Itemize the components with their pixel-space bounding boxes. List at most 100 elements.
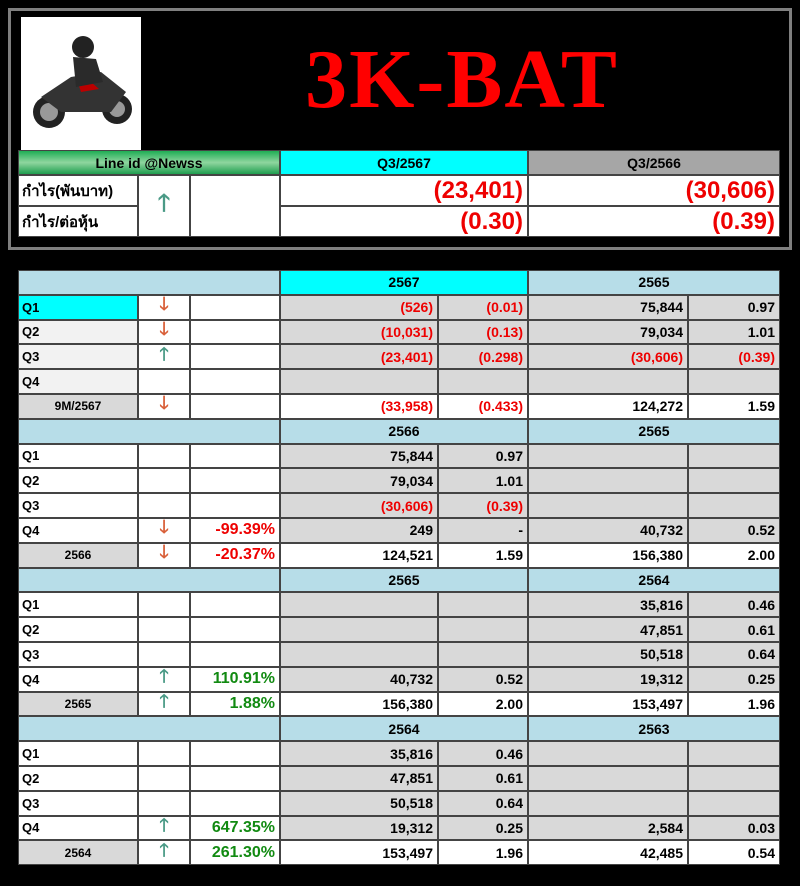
profit-value: 50,518 [528, 642, 688, 667]
percent-change: 261.30% [190, 840, 280, 866]
row-label: 9M/2567 [18, 394, 138, 419]
arrow-down-icon: 🡓 [138, 542, 190, 568]
section-header-blank [18, 716, 280, 742]
eps-value: 0.52 [438, 666, 528, 692]
eps-value: 2.00 [688, 542, 780, 568]
eps-value [438, 369, 528, 394]
empty-cell [138, 642, 190, 667]
eps-value [438, 592, 528, 618]
profit-value: 249 [280, 518, 438, 543]
profit-value [528, 790, 688, 816]
percent-change [190, 443, 280, 469]
section-year-header: 2567 [280, 270, 528, 295]
row-label: Q2 [18, 617, 138, 642]
row-label: 2565 [18, 691, 138, 717]
profit-value: 35,816 [280, 741, 438, 766]
row-label: Q2 [18, 766, 138, 791]
eps-value: 0.54 [688, 840, 780, 866]
section-year-header: 2565 [528, 270, 780, 295]
eps-value: 1.59 [688, 394, 780, 419]
percent-change [190, 617, 280, 642]
eps-value [438, 642, 528, 667]
profit-value [280, 592, 438, 618]
profit-value: (33,958) [280, 394, 438, 419]
percent-change: 1.88% [190, 691, 280, 717]
arrow-up-icon: 🡑 [138, 666, 190, 692]
profit-value: 75,844 [528, 294, 688, 320]
eps-value: 0.97 [438, 443, 528, 469]
percent-change [190, 642, 280, 667]
profit-value: 153,497 [280, 840, 438, 866]
percent-change [190, 294, 280, 320]
section-year-header: 2565 [528, 418, 780, 444]
profit-value: 79,034 [528, 319, 688, 345]
section-header-blank [18, 270, 280, 295]
percent-change [190, 344, 280, 370]
profit-value: (526) [280, 294, 438, 320]
arrow-down-icon: 🡓 [138, 518, 190, 543]
arrow-up-icon: 🡑 [138, 815, 190, 841]
row-label: Q3 [18, 493, 138, 518]
section-year-header: 2565 [280, 567, 528, 593]
summary-value: (23,401) [280, 175, 528, 206]
page-title: 3K-BAT [305, 33, 619, 126]
row-label: Q4 [18, 369, 138, 394]
eps-value: (0.298) [438, 344, 528, 370]
percent-change [190, 741, 280, 766]
row-label: Q3 [18, 642, 138, 667]
profit-value: 47,851 [528, 617, 688, 642]
percent-change: -20.37% [190, 542, 280, 568]
motorcycle-logo [21, 17, 141, 153]
eps-value: 0.64 [688, 642, 780, 667]
percent-change: 110.91% [190, 666, 280, 692]
eps-value: 1.01 [688, 319, 780, 345]
profit-value: (10,031) [280, 319, 438, 345]
percent-change [190, 468, 280, 494]
arrow-up-icon: 🡑 [138, 344, 190, 370]
eps-value: 2.00 [438, 691, 528, 717]
eps-value [688, 790, 780, 816]
profit-value: 19,312 [280, 815, 438, 841]
profit-value [528, 741, 688, 766]
row-label: Q1 [18, 294, 138, 320]
eps-value: (0.01) [438, 294, 528, 320]
profit-value: 35,816 [528, 592, 688, 618]
profit-value: 156,380 [528, 542, 688, 568]
percent-change [190, 493, 280, 518]
empty-cell [138, 617, 190, 642]
profit-value: (23,401) [280, 344, 438, 370]
eps-value: 0.25 [688, 666, 780, 692]
profit-value: 153,497 [528, 691, 688, 717]
row-label: Q1 [18, 592, 138, 618]
eps-value: 0.97 [688, 294, 780, 320]
profit-value: 79,034 [280, 468, 438, 494]
empty-cell [138, 468, 190, 494]
row-label: Q4 [18, 518, 138, 543]
eps-value [688, 766, 780, 791]
eps-value: 1.59 [438, 542, 528, 568]
empty-cell [190, 175, 280, 237]
summary-value: (30,606) [528, 175, 780, 206]
profit-value: 19,312 [528, 666, 688, 692]
eps-value: 0.61 [438, 766, 528, 791]
section-year-header: 2564 [528, 567, 780, 593]
eps-value [688, 493, 780, 518]
summary-value: (0.30) [280, 206, 528, 237]
arrow-up-icon: 🡑 [138, 175, 190, 237]
arrow-down-icon: 🡓 [138, 319, 190, 345]
eps-value: 0.64 [438, 790, 528, 816]
percent-change [190, 369, 280, 394]
profit-value: 2,584 [528, 815, 688, 841]
summary-row-label: กำไร/ต่อหุ้น [18, 206, 138, 237]
eps-value: 0.61 [688, 617, 780, 642]
eps-value: (0.39) [438, 493, 528, 518]
percent-change [190, 319, 280, 345]
row-label: Q2 [18, 319, 138, 345]
eps-value: 0.52 [688, 518, 780, 543]
empty-cell [138, 369, 190, 394]
profit-value [528, 369, 688, 394]
empty-cell [138, 790, 190, 816]
section-header-blank [18, 418, 280, 444]
profit-value: 42,485 [528, 840, 688, 866]
eps-value [688, 443, 780, 469]
